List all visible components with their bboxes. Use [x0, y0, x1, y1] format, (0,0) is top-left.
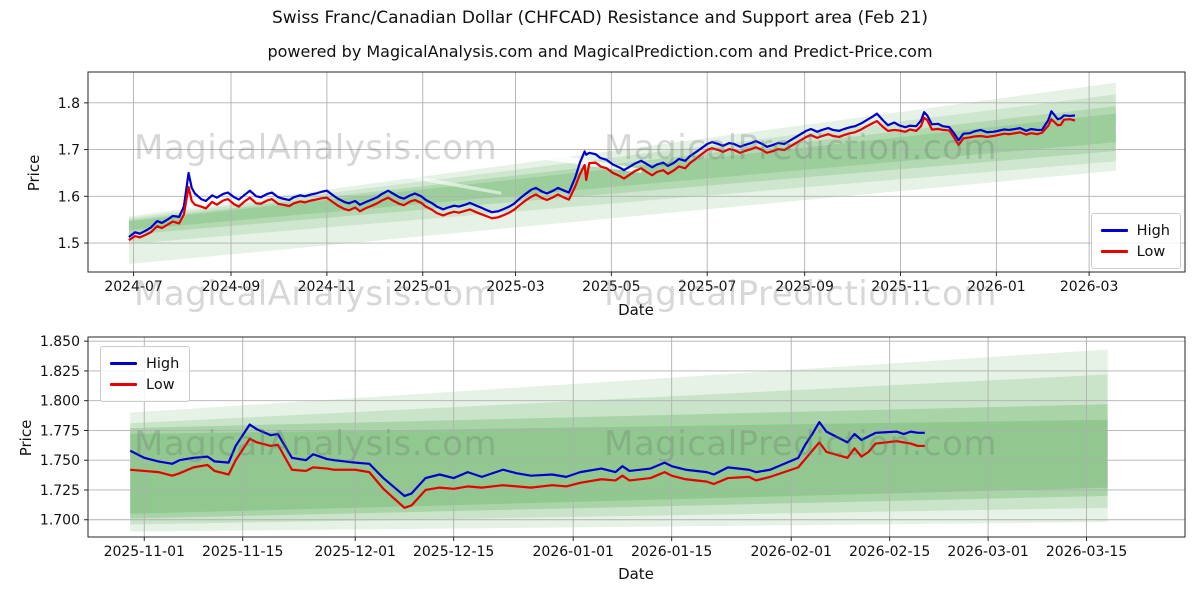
x-axis-label-top: Date — [618, 301, 654, 319]
x-tick-label: 2025-01 — [394, 279, 453, 295]
legend-label-high: High — [1136, 222, 1170, 239]
high-line — [129, 421, 925, 498]
axes-frame — [87, 71, 1186, 273]
x-tick-label: 2024-09 — [202, 279, 261, 295]
x-tick-label: 2026-02-01 — [751, 544, 832, 560]
high-line-swatch — [1100, 229, 1128, 232]
high-line-swatch — [110, 362, 137, 365]
band-gap-streak — [128, 84, 642, 173]
legend-bottom-chart: High Low — [100, 346, 191, 402]
x-tick-label: 2025-07 — [678, 279, 737, 295]
y-tick-label: 1.8 — [58, 96, 80, 112]
x-tick-label: 2025-12-01 — [315, 544, 396, 560]
x-tick-label: 2026-03 — [1060, 279, 1119, 295]
support-resistance-band — [128, 113, 1116, 230]
x-tick-label: 2026-01-15 — [631, 544, 712, 560]
legend-item-high: High — [1100, 220, 1170, 241]
legend-label-low: Low — [1136, 243, 1166, 260]
x-tick-label: 2026-01 — [967, 279, 1026, 295]
legend-item-high: High — [110, 353, 179, 374]
low-line — [128, 116, 1076, 242]
chart-subtitle: powered by MagicalAnalysis.com and Magic… — [267, 42, 933, 61]
legend-label-high: High — [146, 355, 180, 372]
x-tick-label: 2025-05 — [582, 279, 641, 295]
legend-top-chart: High Low — [1090, 213, 1181, 269]
low-line-swatch — [110, 383, 137, 386]
y-tick-label: 1.850 — [40, 334, 80, 350]
y-tick-label: 1.700 — [40, 513, 80, 529]
y-axis-label-top: Price — [25, 154, 43, 192]
y-tick-label: 1.6 — [58, 189, 80, 205]
x-tick-label: 2025-11 — [871, 279, 930, 295]
axes-frame — [87, 336, 1186, 538]
low-line — [130, 437, 925, 509]
x-tick-label: 2024-11 — [298, 279, 357, 295]
x-tick-label: 2025-03 — [486, 279, 545, 295]
low-line-swatch — [1100, 250, 1128, 253]
x-tick-label: 2026-01-01 — [533, 544, 614, 560]
legend-item-low: Low — [110, 374, 179, 395]
support-resistance-band — [130, 349, 1108, 532]
y-axis-label-bottom: Price — [17, 419, 35, 457]
x-tick-label: 2025-11-15 — [202, 544, 283, 560]
y-tick-label: 1.750 — [40, 453, 80, 469]
x-tick-label: 2024-07 — [104, 279, 163, 295]
subplot-0: 2024-07 2024-09 2024-11 2025-01 2025-03 2025-… — [58, 71, 1186, 295]
legend-label-low: Low — [146, 376, 175, 393]
y-tick-label: 1.775 — [40, 423, 80, 439]
support-resistance-band — [130, 374, 1108, 525]
x-tick-label: 2025-09 — [775, 279, 834, 295]
subplot-1: 2025-11-01 2025-11-15 2025-12-01 2025-12-15… — [40, 334, 1186, 560]
x-tick-label: 2025-12-15 — [413, 544, 494, 560]
x-tick-label: 2026-03-15 — [1046, 544, 1127, 560]
x-axis-label-bottom: Date — [618, 565, 654, 583]
x-tick-label: 2026-02-15 — [849, 544, 930, 560]
support-resistance-band — [128, 82, 1116, 265]
y-tick-label: 1.800 — [40, 394, 80, 410]
band-gap-streak — [128, 122, 502, 195]
y-tick-label: 1.5 — [58, 236, 80, 252]
x-tick-label: 2025-11-01 — [104, 544, 185, 560]
y-tick-label: 1.7 — [58, 143, 80, 159]
high-line — [128, 110, 1076, 238]
y-tick-label: 1.825 — [40, 364, 80, 380]
legend-item-low: Low — [1100, 241, 1170, 262]
y-tick-label: 1.725 — [40, 483, 80, 499]
x-tick-label: 2026-03-01 — [947, 544, 1028, 560]
chart-title: Swiss Franc/Canadian Dollar (CHFCAD) Res… — [271, 8, 929, 28]
